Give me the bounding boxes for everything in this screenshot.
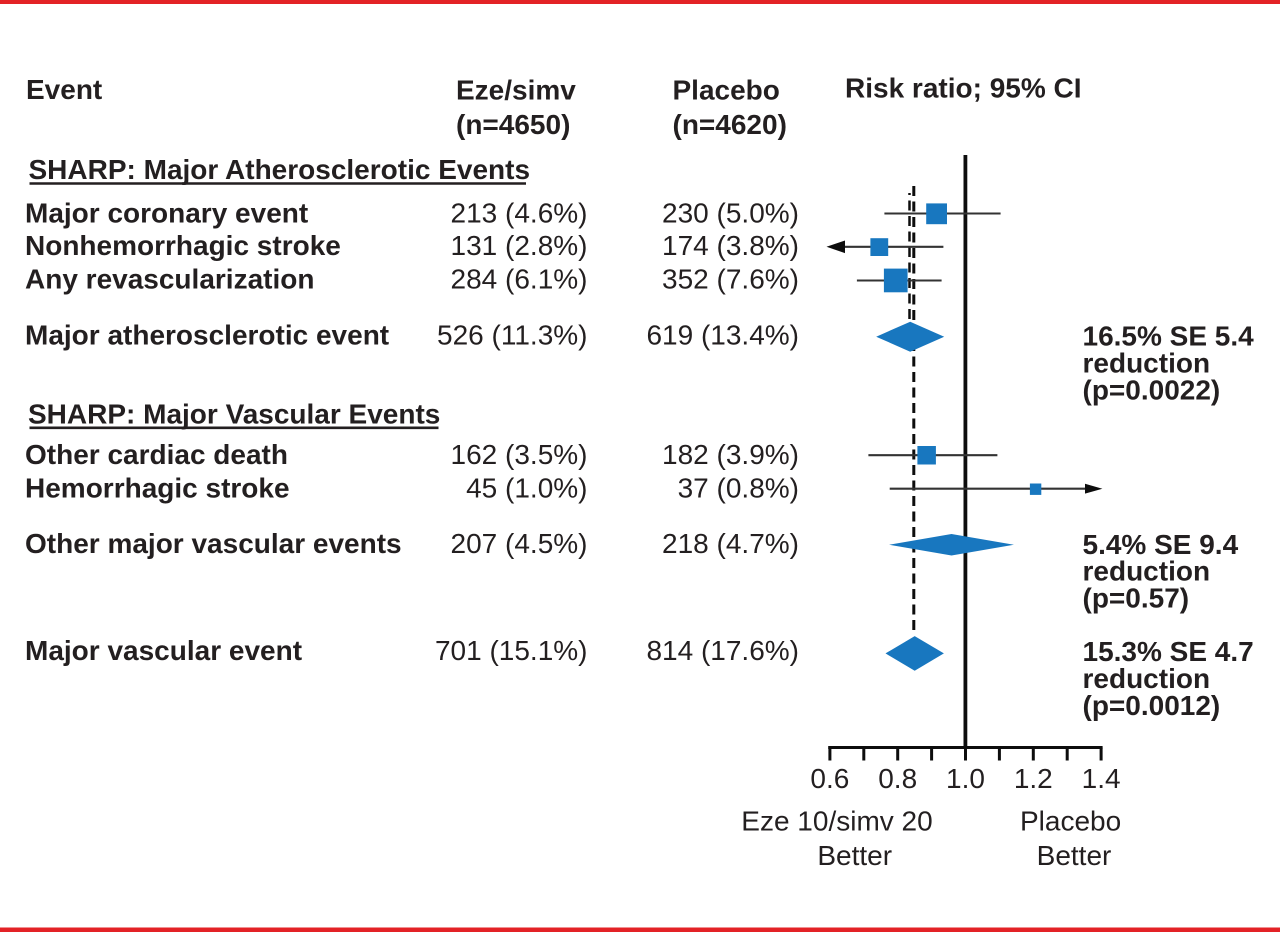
svg-text:(p=0.57): (p=0.57) <box>1083 582 1190 613</box>
svg-text:Better: Better <box>1037 840 1112 871</box>
svg-text:Hemorrhagic stroke: Hemorrhagic stroke <box>25 472 290 503</box>
svg-text:174 (3.8%): 174 (3.8%) <box>662 230 799 261</box>
svg-text:SHARP: Major Atherosclerotic E: SHARP: Major Atherosclerotic Events <box>29 154 531 185</box>
svg-text:16.5% SE 5.4: 16.5% SE 5.4 <box>1083 321 1255 352</box>
svg-text:45 (1.0%): 45 (1.0%) <box>466 472 587 503</box>
svg-text:162 (3.5%): 162 (3.5%) <box>451 439 588 470</box>
svg-text:1.4: 1.4 <box>1082 763 1121 794</box>
svg-text:Eze/simv: Eze/simv <box>456 75 576 106</box>
svg-text:0.8: 0.8 <box>878 763 917 794</box>
svg-text:Other major vascular events: Other major vascular events <box>25 528 402 559</box>
svg-text:207 (4.5%): 207 (4.5%) <box>451 528 588 559</box>
svg-text:701 (15.1%): 701 (15.1%) <box>435 635 588 666</box>
svg-text:131 (2.8%): 131 (2.8%) <box>451 230 588 261</box>
svg-text:reduction: reduction <box>1083 556 1211 587</box>
svg-text:(n=4620): (n=4620) <box>673 109 787 140</box>
svg-text:182 (3.9%): 182 (3.9%) <box>662 439 799 470</box>
svg-text:Nonhemorrhagic stroke: Nonhemorrhagic stroke <box>25 230 341 261</box>
svg-text:reduction: reduction <box>1083 348 1211 379</box>
svg-text:15.3% SE 4.7: 15.3% SE 4.7 <box>1083 636 1254 667</box>
svg-text:Event: Event <box>26 74 102 105</box>
svg-text:0.6: 0.6 <box>810 763 849 794</box>
svg-text:352 (7.6%): 352 (7.6%) <box>662 264 799 295</box>
svg-text:526 (11.3%): 526 (11.3%) <box>437 320 587 351</box>
svg-text:Better: Better <box>817 840 892 871</box>
svg-text:(n=4650): (n=4650) <box>456 109 570 140</box>
svg-text:Other cardiac death: Other cardiac death <box>25 439 288 470</box>
svg-text:218 (4.7%): 218 (4.7%) <box>662 528 799 559</box>
svg-text:230 (5.0%): 230 (5.0%) <box>662 198 799 229</box>
svg-text:814 (17.6%): 814 (17.6%) <box>646 635 799 666</box>
svg-text:Placebo: Placebo <box>1020 805 1121 836</box>
svg-text:37 (0.8%): 37 (0.8%) <box>678 472 799 503</box>
svg-text:Major vascular event: Major vascular event <box>25 635 302 666</box>
svg-text:SHARP: Major Vascular Events: SHARP: Major Vascular Events <box>28 398 440 429</box>
svg-text:1.2: 1.2 <box>1014 763 1053 794</box>
svg-text:Major atherosclerotic event: Major atherosclerotic event <box>25 320 389 351</box>
svg-text:Placebo: Placebo <box>673 75 780 106</box>
svg-text:213 (4.6%): 213 (4.6%) <box>451 198 588 229</box>
svg-text:(p=0.0012): (p=0.0012) <box>1083 690 1221 721</box>
svg-text:284 (6.1%): 284 (6.1%) <box>451 264 588 295</box>
svg-text:(p=0.0022): (p=0.0022) <box>1083 375 1221 406</box>
svg-text:reduction: reduction <box>1083 663 1211 694</box>
svg-text:5.4% SE 9.4: 5.4% SE 9.4 <box>1083 529 1239 560</box>
svg-text:Major coronary event: Major coronary event <box>25 198 308 229</box>
svg-text:1.0: 1.0 <box>946 763 985 794</box>
svg-text:Eze 10/simv 20: Eze 10/simv 20 <box>741 805 932 836</box>
svg-text:Any revascularization: Any revascularization <box>25 264 314 295</box>
svg-text:Risk ratio; 95% CI: Risk ratio; 95% CI <box>845 73 1082 104</box>
svg-text:619 (13.4%): 619 (13.4%) <box>646 320 799 351</box>
